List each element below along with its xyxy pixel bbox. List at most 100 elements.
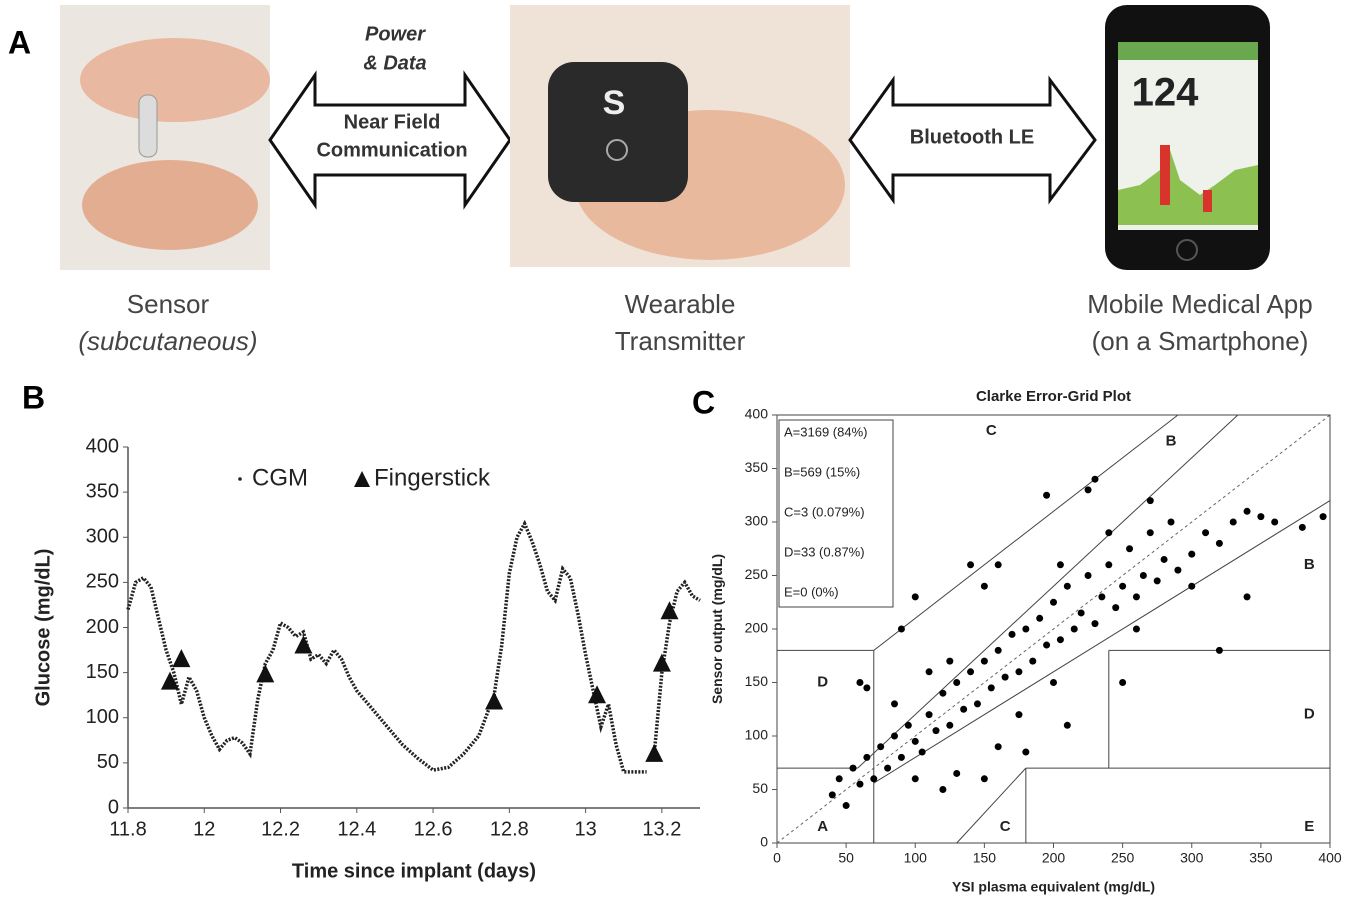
x-tick-label: 13.2 — [642, 818, 681, 840]
point — [1098, 593, 1106, 601]
point — [1160, 555, 1168, 563]
y-tick-label: 200 — [86, 616, 119, 638]
legend-label: Fingerstick — [374, 464, 491, 491]
fingerstick-point — [172, 649, 191, 668]
app-bar — [1203, 190, 1212, 212]
point — [1084, 572, 1092, 579]
x-axis-title: YSI plasma equivalent (mg/dL) — [952, 879, 1155, 895]
point — [1043, 491, 1051, 499]
y-tick-label: 50 — [752, 780, 768, 796]
point — [1112, 604, 1120, 612]
point — [1063, 582, 1071, 590]
point — [939, 786, 947, 793]
y-tick-label: 300 — [86, 526, 119, 548]
point — [1146, 497, 1154, 505]
point — [891, 700, 899, 708]
zone-label: E — [1304, 818, 1314, 835]
arrow-text: & Data — [363, 52, 426, 74]
point — [967, 561, 975, 569]
ble-arrow — [848, 75, 1097, 205]
point — [1132, 625, 1140, 633]
arrow-text: Near Field — [344, 111, 441, 133]
caption: (subcutaneous) — [78, 326, 257, 356]
point — [1243, 507, 1251, 515]
x-tick-label: 0 — [773, 850, 781, 866]
point — [1139, 572, 1147, 579]
fingerstick-point — [160, 671, 179, 690]
arrow-text: Communication — [316, 139, 467, 161]
panel-label: B — [22, 379, 45, 415]
point — [1126, 545, 1134, 553]
y-tick-label: 350 — [745, 459, 769, 475]
point — [946, 657, 954, 665]
panel-a: A Power & Data Near Field Communication … — [8, 5, 1313, 356]
app-header — [1118, 42, 1258, 60]
point — [960, 705, 968, 713]
point — [1091, 475, 1099, 483]
x-tick-label: 12.8 — [490, 818, 529, 840]
y-axis-title: Sensor output (mg/dL) — [709, 554, 725, 704]
fingerstick-point — [256, 664, 275, 683]
legend-symbol — [238, 477, 242, 481]
point — [1077, 609, 1085, 617]
power-icon — [606, 139, 628, 161]
x-tick-label: 250 — [1111, 850, 1135, 866]
point — [897, 753, 905, 761]
point — [946, 721, 954, 729]
point — [918, 748, 926, 756]
caption: Transmitter — [615, 326, 746, 356]
logo: S — [603, 84, 626, 122]
panel-label: A — [8, 24, 31, 60]
app-bar — [1160, 145, 1170, 205]
arrow-text: Power — [365, 23, 426, 45]
zone-label: B — [1304, 556, 1315, 573]
point — [828, 791, 836, 799]
point — [932, 727, 940, 735]
stats-text: E=0 (0%) — [784, 584, 839, 599]
point — [1153, 577, 1161, 585]
point — [1119, 582, 1127, 590]
point — [1022, 748, 1030, 756]
point — [849, 764, 857, 772]
stats-text: C=3 (0.079%) — [784, 504, 865, 519]
x-tick-label: 200 — [1042, 850, 1066, 866]
fingerstick-point — [660, 601, 679, 620]
point — [1015, 668, 1023, 676]
point — [994, 743, 1002, 751]
x-tick-label: 100 — [904, 850, 928, 866]
x-tick-label: 12.4 — [337, 818, 376, 840]
point — [891, 732, 899, 740]
arrow-text: Bluetooth LE — [910, 126, 1034, 148]
point — [1105, 529, 1113, 537]
y-tick-label: 0 — [760, 834, 768, 850]
point — [1015, 711, 1023, 719]
point — [1043, 641, 1051, 649]
point — [863, 684, 871, 692]
point — [863, 753, 871, 761]
thumb — [82, 160, 258, 250]
point — [1056, 561, 1064, 569]
caption: Wearable — [625, 289, 736, 319]
legend-label: CGM — [252, 464, 308, 491]
x-tick-label: 12.6 — [414, 818, 453, 840]
x-tick-label: 400 — [1318, 850, 1342, 866]
zone-label: A — [817, 818, 828, 835]
cgm-line — [126, 519, 701, 774]
y-axis-title: Glucose (mg/dL) — [32, 549, 54, 707]
stats-text: B=569 (15%) — [784, 464, 860, 479]
point — [911, 593, 919, 601]
point — [1298, 523, 1306, 531]
app-chart — [1118, 150, 1258, 225]
point — [994, 646, 1002, 654]
point — [1188, 550, 1196, 558]
point — [1084, 486, 1092, 494]
zone-label: C — [986, 422, 997, 439]
zone-line — [873, 500, 1331, 784]
point — [994, 561, 1002, 569]
y-tick-label: 250 — [745, 566, 769, 582]
point — [1001, 673, 1009, 681]
zone-line — [873, 414, 1179, 651]
stats-text: D=33 (0.87%) — [784, 544, 865, 559]
stats-text: A=3169 (84%) — [784, 424, 867, 439]
